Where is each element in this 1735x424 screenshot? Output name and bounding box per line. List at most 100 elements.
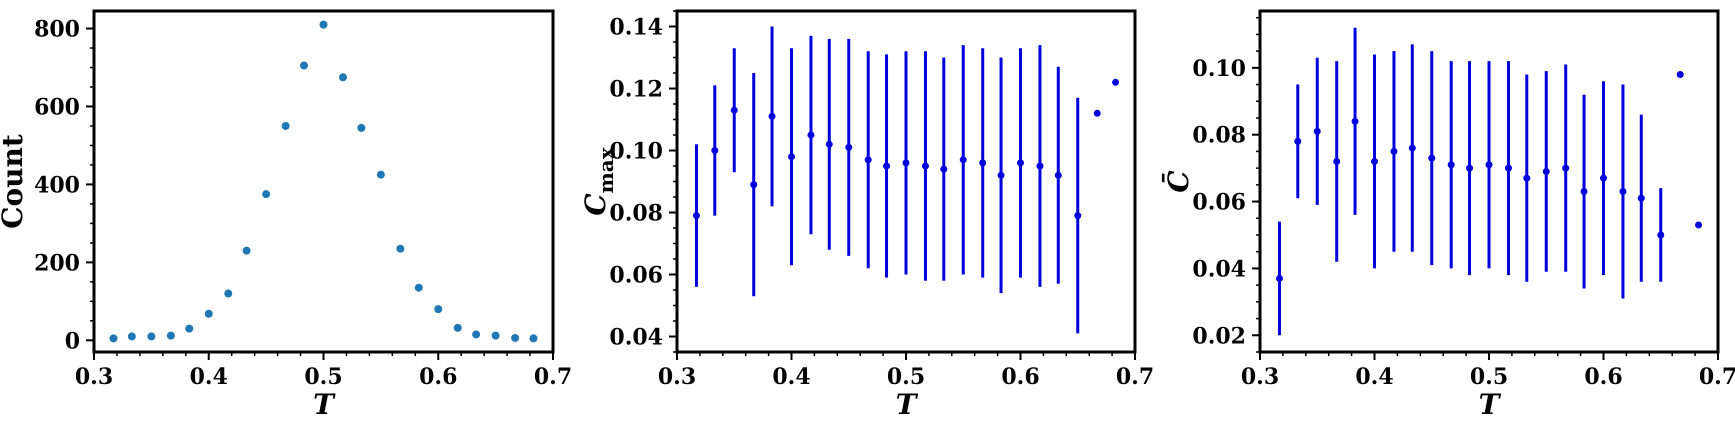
data-point <box>1074 212 1082 220</box>
data-point <box>127 332 136 341</box>
data-point <box>902 159 910 167</box>
data-point <box>1504 164 1512 172</box>
data-point <box>434 305 443 314</box>
plot-frame <box>92 9 555 354</box>
data-point <box>1371 157 1378 165</box>
x-tick-label: 0.3 <box>75 364 113 390</box>
x-tick-label: 0.7 <box>1699 364 1735 390</box>
data-point <box>940 165 948 173</box>
y-axis-label-main: C <box>579 193 612 216</box>
x-tick-label: 0.5 <box>1470 364 1508 390</box>
y-tick-label: 0.06 <box>609 263 663 289</box>
data-point <box>979 159 987 167</box>
data-point <box>692 212 700 220</box>
data-point <box>357 123 366 132</box>
data-point <box>1637 194 1645 202</box>
data-point <box>204 309 213 318</box>
data-point <box>299 61 308 70</box>
data-point <box>768 112 776 120</box>
count-panel: 0.3 0.4 0.5 0.6 0.7 0 200 400 600 800 T Count <box>0 9 572 421</box>
x-tick-label: 0.6 <box>419 364 457 390</box>
x-tick-label: 0.3 <box>1241 364 1279 390</box>
data-point <box>1485 161 1493 169</box>
data-point <box>1390 147 1398 155</box>
y-axis-label: C̄ <box>1161 170 1195 193</box>
x-tick-label: 0.5 <box>887 364 925 390</box>
data-point <box>1017 159 1024 167</box>
data-point <box>1542 167 1550 175</box>
data-point <box>1580 188 1588 196</box>
data-point <box>166 331 175 340</box>
data-point <box>1036 162 1044 170</box>
data-point <box>807 131 815 139</box>
data-point <box>845 143 853 151</box>
x-tick-label: 0.4 <box>772 364 810 390</box>
data-point <box>1428 154 1436 162</box>
x-axis-label: T <box>1479 388 1502 421</box>
data-point <box>147 332 156 341</box>
data-point <box>1408 144 1416 152</box>
cbar-panel: 0.3 0.4 0.5 0.6 0.7 0.02 0.04 0.06 0.08 0.10 T C̄ <box>1161 9 1735 421</box>
data-point <box>511 333 520 342</box>
plot-frame <box>1258 9 1720 354</box>
y-tick-label: 0.14 <box>609 15 663 41</box>
y-tick-label: 800 <box>34 17 80 43</box>
x-axis-label: T <box>896 388 919 421</box>
y-tick-label: 0.08 <box>1192 123 1246 149</box>
data-point <box>1351 117 1359 125</box>
data-point <box>319 20 328 29</box>
data-point <box>472 330 481 339</box>
data-point <box>1275 274 1283 282</box>
y-tick-label: 600 <box>34 94 80 120</box>
data-point <box>491 331 500 340</box>
data-point <box>788 153 795 161</box>
x-tick-label: 0.3 <box>658 364 696 390</box>
y-tick-label: 0.10 <box>609 139 663 165</box>
y-tick-label: 0.12 <box>609 77 663 103</box>
data-point <box>711 147 719 154</box>
x-tick-label: 0.4 <box>190 364 228 390</box>
x-tick-label: 0.6 <box>1584 364 1622 390</box>
y-tick-label: 0.06 <box>1192 190 1246 216</box>
plot-frame <box>675 9 1137 354</box>
data-point <box>224 289 233 298</box>
data-point <box>997 171 1005 179</box>
data-point <box>750 181 758 189</box>
y-tick-label: 400 <box>34 172 80 198</box>
data-point <box>1676 71 1684 79</box>
data-point <box>883 162 891 170</box>
x-axis-label: T <box>313 388 336 421</box>
data-point <box>1695 221 1703 229</box>
data-point <box>396 244 405 253</box>
data-point <box>1112 78 1120 86</box>
data-point <box>1054 171 1062 179</box>
data-point <box>262 190 271 199</box>
y-tick-label: 0.04 <box>609 325 663 351</box>
data-point <box>825 140 833 148</box>
x-tick-label: 0.6 <box>1001 364 1039 390</box>
data-point <box>864 156 872 164</box>
y-axis-label: Count <box>0 134 29 229</box>
data-point <box>281 121 290 130</box>
data-point <box>730 106 738 114</box>
data-point <box>242 246 251 255</box>
y-axis-label: Cmax <box>579 146 618 215</box>
data-point <box>921 162 929 170</box>
data-point <box>339 73 348 82</box>
data-point <box>1447 161 1455 169</box>
x-tick-label: 0.4 <box>1355 364 1393 390</box>
data-point <box>1313 127 1321 135</box>
data-point <box>453 323 462 332</box>
data-point <box>1562 164 1570 172</box>
data-point <box>414 283 423 292</box>
y-tick-label: 0.10 <box>1192 56 1246 82</box>
data-point <box>185 324 194 333</box>
data-point <box>959 156 967 164</box>
y-tick-label: 0.02 <box>1192 323 1246 349</box>
data-point <box>529 334 538 343</box>
data-point <box>1093 109 1101 117</box>
data-point <box>1600 174 1607 182</box>
cmax-panel: 0.3 0.4 0.5 0.6 0.7 0.04 0.06 0.08 0.10 0.12 0.14 T… <box>579 9 1154 421</box>
x-tick-label: 0.7 <box>534 364 572 390</box>
